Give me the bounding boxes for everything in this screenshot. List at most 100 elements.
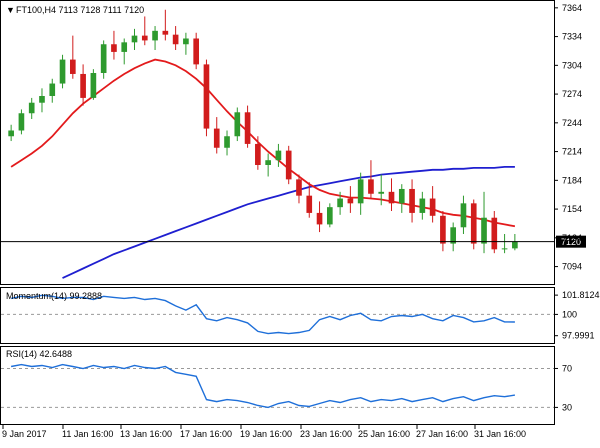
candle-body (398, 188, 405, 204)
momentum-chart: 101.8124 100 97.9991 (1, 290, 600, 341)
candle (398, 184, 405, 213)
candle (285, 145, 292, 185)
candle-body (121, 42, 128, 52)
momentum-panel-frame (0, 287, 555, 344)
candle (388, 178, 395, 211)
candle-body (316, 212, 323, 225)
price-tick-label: 7094 (562, 262, 582, 272)
candle (316, 201, 323, 233)
momentum-tick-label: 101.8124 (562, 290, 600, 300)
candle-body (234, 112, 241, 137)
candle-body (69, 59, 76, 74)
candle-body (141, 35, 148, 41)
price-tick-label: 7334 (562, 32, 582, 42)
candle-body (255, 143, 261, 165)
candle (8, 124, 14, 142)
price-tick-label: 7214 (562, 147, 582, 157)
candle (162, 9, 169, 41)
candle (193, 32, 200, 70)
momentum-label: Momentum(14) 99.2888 (6, 291, 102, 301)
price-tick-label: 7364 (562, 3, 582, 13)
sma-slow-path (62, 165, 515, 279)
last-price-label: 7120 (561, 237, 581, 247)
rsi-line (10, 363, 516, 409)
candle-body (388, 191, 395, 204)
rsi-tick-label: 30 (562, 402, 572, 412)
candle (368, 160, 374, 199)
candle-body (131, 35, 138, 43)
candle (470, 199, 477, 250)
price-tick-label: 7124 (562, 233, 582, 243)
candle-body (111, 44, 117, 52)
candle (275, 143, 282, 167)
time-axis: 9 Jan 2017 11 Jan 16:00 13 Jan 16:00 17 Jan… (2, 425, 526, 439)
candle-body (172, 34, 179, 45)
candle-body (306, 195, 313, 213)
candle-body (409, 188, 415, 213)
price-tick-label: 7304 (562, 60, 582, 70)
momentum-line (10, 294, 515, 335)
candle (39, 88, 45, 113)
candle-body (213, 128, 220, 148)
candle-body (481, 217, 487, 244)
rsi-label: RSI(14) 42.6488 (6, 349, 72, 359)
candle-body (265, 160, 271, 165)
candle-body (378, 191, 385, 194)
candle (440, 211, 446, 252)
candle-body (470, 203, 477, 244)
time-tick-label: 27 Jan 16:00 (416, 429, 468, 439)
candle (213, 117, 220, 154)
time-tick-label: 13 Jan 16:00 (120, 429, 172, 439)
candle (296, 174, 302, 204)
candle-body (162, 30, 169, 35)
price-tick-label: 7184 (562, 175, 582, 185)
candle (255, 136, 261, 170)
time-tick-label: 19 Jan 16:00 (240, 429, 292, 439)
candle-body (244, 112, 251, 144)
sma-slow-line (62, 165, 515, 279)
header-arrow-icon[interactable]: ▼ (6, 5, 15, 15)
candle-body (326, 207, 333, 225)
candle (265, 153, 271, 177)
candle-body (18, 113, 25, 131)
time-tick-label: 11 Jan 16:00 (62, 429, 113, 439)
candle (491, 211, 498, 254)
candle-body (193, 38, 200, 65)
candle-body (460, 203, 467, 228)
time-tick-label: 17 Jan 16:00 (180, 429, 232, 439)
candle-body (183, 38, 189, 45)
candle-body (59, 59, 66, 84)
candle (49, 78, 56, 103)
price-axis: 7364 7334 7304 7274 7244 7214 7184 7154 7124 7094 (554, 3, 582, 272)
candle-body (501, 248, 508, 250)
candle (429, 186, 436, 223)
candle (69, 35, 76, 79)
candle-body (224, 136, 230, 148)
candle (28, 97, 35, 119)
symbol-header: FT100,H4 7113 7128 7111 7120 (16, 5, 144, 15)
candle (172, 26, 179, 50)
rsi-panel-frame (0, 346, 555, 425)
candle (121, 38, 128, 65)
momentum-tick-label: 100 (562, 309, 577, 319)
candle-body (450, 227, 457, 244)
candle-body (347, 198, 354, 204)
candle (357, 172, 364, 215)
candle-body (28, 102, 35, 114)
candle (409, 179, 415, 223)
candle (111, 30, 117, 60)
candle (183, 32, 189, 55)
price-tick-label: 7154 (562, 204, 582, 214)
candle (481, 191, 487, 254)
candle-body (429, 198, 436, 216)
candle (80, 64, 86, 106)
candle (100, 40, 107, 79)
candle (326, 203, 333, 228)
candle-body (491, 217, 498, 250)
rsi-chart: 70 30 (1, 363, 572, 412)
candle-body (49, 83, 56, 96)
candle-body (512, 241, 518, 249)
time-tick-label: 23 Jan 16:00 (300, 429, 352, 439)
candle-body (368, 179, 374, 194)
